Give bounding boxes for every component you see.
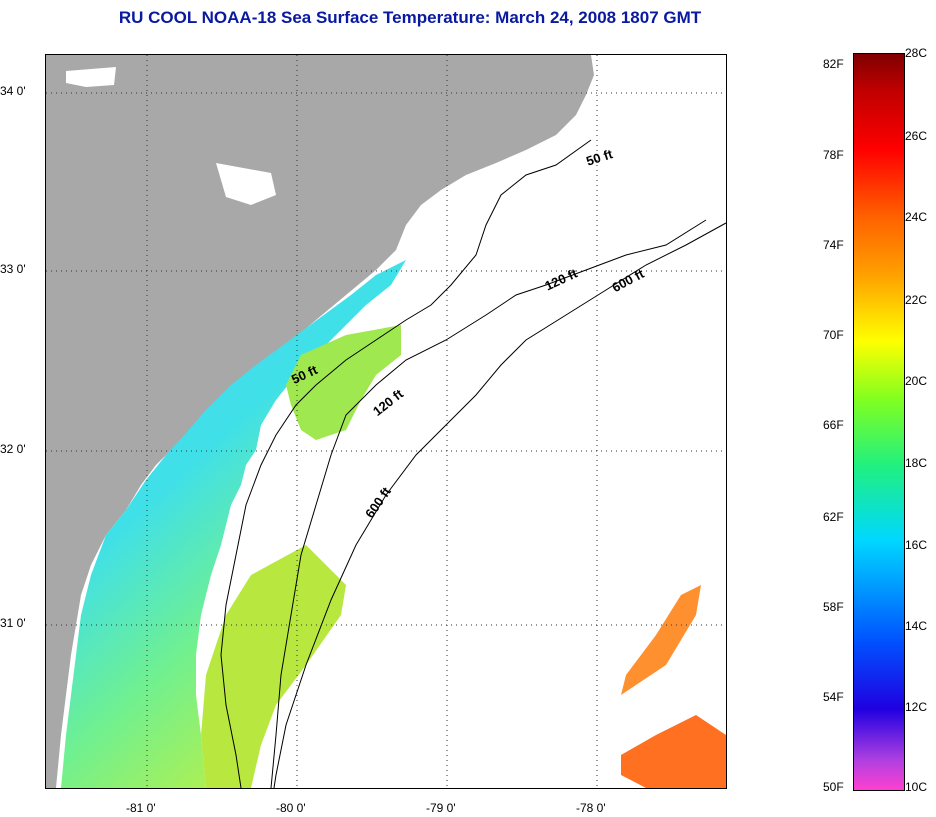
cloud-patch <box>66 67 116 87</box>
colorbar-c-label: 14C <box>905 619 928 633</box>
lon-label: -78 0' <box>576 801 606 815</box>
isobath-120ft <box>270 219 707 788</box>
cloud-patch <box>216 163 276 205</box>
isobaths <box>220 139 726 788</box>
colorbar-c-label: 22C <box>905 293 928 307</box>
lon-label: -80 0' <box>276 801 306 815</box>
map-canvas <box>46 55 726 788</box>
colorbar-f-label: 58F <box>823 600 844 614</box>
colorbar-c-label: 12C <box>905 700 928 714</box>
colorbar-f-label: 74F <box>823 238 844 252</box>
colorbar-c-label: 16C <box>905 538 928 552</box>
colorbar-f-label: 50F <box>823 780 844 794</box>
colorbar-f-label: 54F <box>823 690 844 704</box>
colorbar-c-label: 18C <box>905 456 928 470</box>
lon-label: -81 0' <box>126 801 156 815</box>
lat-label: 31 0' <box>0 616 26 630</box>
gulf-stream-patch <box>621 585 701 695</box>
temperature-colorbar <box>853 53 905 791</box>
sst-map[interactable]: 50 ft 120 ft 600 ft 50 ft 120 ft 600 ft <box>45 54 727 789</box>
isobath-600ft <box>273 222 726 788</box>
colorbar-c-label: 28C <box>905 46 928 60</box>
colorbar-c-label: 10C <box>905 780 928 794</box>
offshore-patch <box>286 325 401 440</box>
isobath-50ft <box>220 139 592 788</box>
land-mass <box>46 55 594 788</box>
colorbar-c-label: 24C <box>905 210 928 224</box>
colorbar-f-label: 62F <box>823 510 844 524</box>
map-grid <box>46 55 726 788</box>
gulf-stream-patch <box>621 715 726 788</box>
colorbar-c-label: 20C <box>905 374 928 388</box>
mid-warm-patch <box>201 545 346 788</box>
colorbar-c-label: 26C <box>905 129 928 143</box>
lat-label: 32 0' <box>0 442 26 456</box>
colorbar-f-label: 70F <box>823 328 844 342</box>
lat-label: 34 0' <box>0 84 26 98</box>
colorbar-f-label: 82F <box>823 57 844 71</box>
lat-label: 33 0' <box>0 262 26 276</box>
lon-label: -79 0' <box>426 801 456 815</box>
map-title: RU COOL NOAA-18 Sea Surface Temperature:… <box>118 8 702 27</box>
colorbar-f-label: 66F <box>823 418 844 432</box>
colorbar-f-label: 78F <box>823 148 844 162</box>
